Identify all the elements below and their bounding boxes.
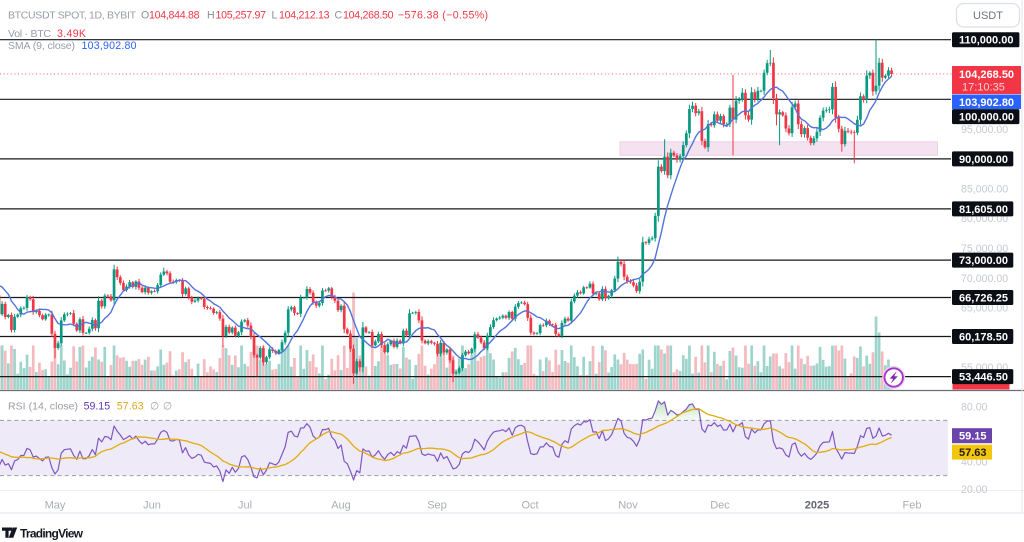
svg-text:RSI (14, close): RSI (14, close): [8, 400, 78, 412]
svg-text:103,902.80: 103,902.80: [959, 97, 1014, 109]
svg-text:Dec: Dec: [710, 500, 730, 512]
svg-text:95,000.00: 95,000.00: [961, 124, 1008, 136]
svg-text:100,000.00: 100,000.00: [959, 112, 1014, 124]
svg-text:C: C: [335, 9, 343, 21]
svg-text:Oct: Oct: [521, 500, 538, 512]
svg-text:20.00: 20.00: [961, 484, 988, 496]
svg-text:H: H: [207, 9, 215, 21]
svg-text:105,257.97: 105,257.97: [216, 9, 267, 21]
svg-text:60,178.50: 60,178.50: [959, 332, 1008, 344]
svg-text:∅: ∅: [163, 400, 172, 412]
svg-text:Nov: Nov: [618, 500, 638, 512]
svg-text:73,000.00: 73,000.00: [959, 255, 1008, 267]
svg-text:85,000.00: 85,000.00: [961, 184, 1008, 196]
svg-text:104,268.50: 104,268.50: [343, 9, 394, 21]
svg-text:USDT: USDT: [973, 10, 1003, 22]
svg-text:110,000.00: 110,000.00: [959, 35, 1013, 47]
svg-text:104,212.13: 104,212.13: [279, 9, 330, 21]
svg-text:Aug: Aug: [331, 500, 351, 512]
svg-text:BTCUSDT SPOT, 1D, BYBIT: BTCUSDT SPOT, 1D, BYBIT: [8, 9, 137, 21]
svg-text:75,000.00: 75,000.00: [961, 243, 1008, 255]
svg-text:O: O: [141, 9, 149, 21]
svg-text:3.49K: 3.49K: [57, 28, 86, 40]
svg-text:Jul: Jul: [238, 500, 252, 512]
svg-text:Feb: Feb: [903, 500, 922, 512]
svg-text:17:10:35: 17:10:35: [962, 82, 1005, 94]
svg-text:2025: 2025: [805, 500, 829, 512]
svg-text:Jun: Jun: [143, 500, 161, 512]
svg-text:70,000.00: 70,000.00: [961, 273, 1008, 285]
svg-text:53,446.50: 53,446.50: [959, 372, 1008, 384]
svg-text:57.63: 57.63: [117, 400, 144, 412]
svg-text:May: May: [45, 500, 66, 512]
svg-text:90,000.00: 90,000.00: [959, 154, 1008, 166]
svg-text:65,000.00: 65,000.00: [961, 303, 1008, 315]
svg-text:SMA (9, close): SMA (9, close): [8, 40, 75, 52]
svg-text:104,268.50: 104,268.50: [959, 69, 1014, 81]
svg-text:80.00: 80.00: [961, 401, 988, 413]
svg-text:59.15: 59.15: [959, 431, 987, 443]
svg-text:66,726.25: 66,726.25: [959, 293, 1008, 305]
svg-text:81,605.00: 81,605.00: [959, 204, 1008, 216]
svg-text:Sep: Sep: [427, 500, 447, 512]
svg-text:−576.38 (−0.55%): −576.38 (−0.55%): [398, 9, 488, 21]
svg-text:∅: ∅: [150, 400, 159, 412]
svg-text:57.63: 57.63: [959, 447, 987, 459]
svg-text:103,902.80: 103,902.80: [82, 40, 137, 52]
svg-text:Vol · BTC: Vol · BTC: [8, 28, 51, 40]
svg-text:59.15: 59.15: [84, 400, 111, 412]
svg-text:L: L: [272, 9, 278, 21]
svg-text:TradingView: TradingView: [20, 527, 84, 541]
svg-text:104,844.88: 104,844.88: [149, 9, 200, 21]
